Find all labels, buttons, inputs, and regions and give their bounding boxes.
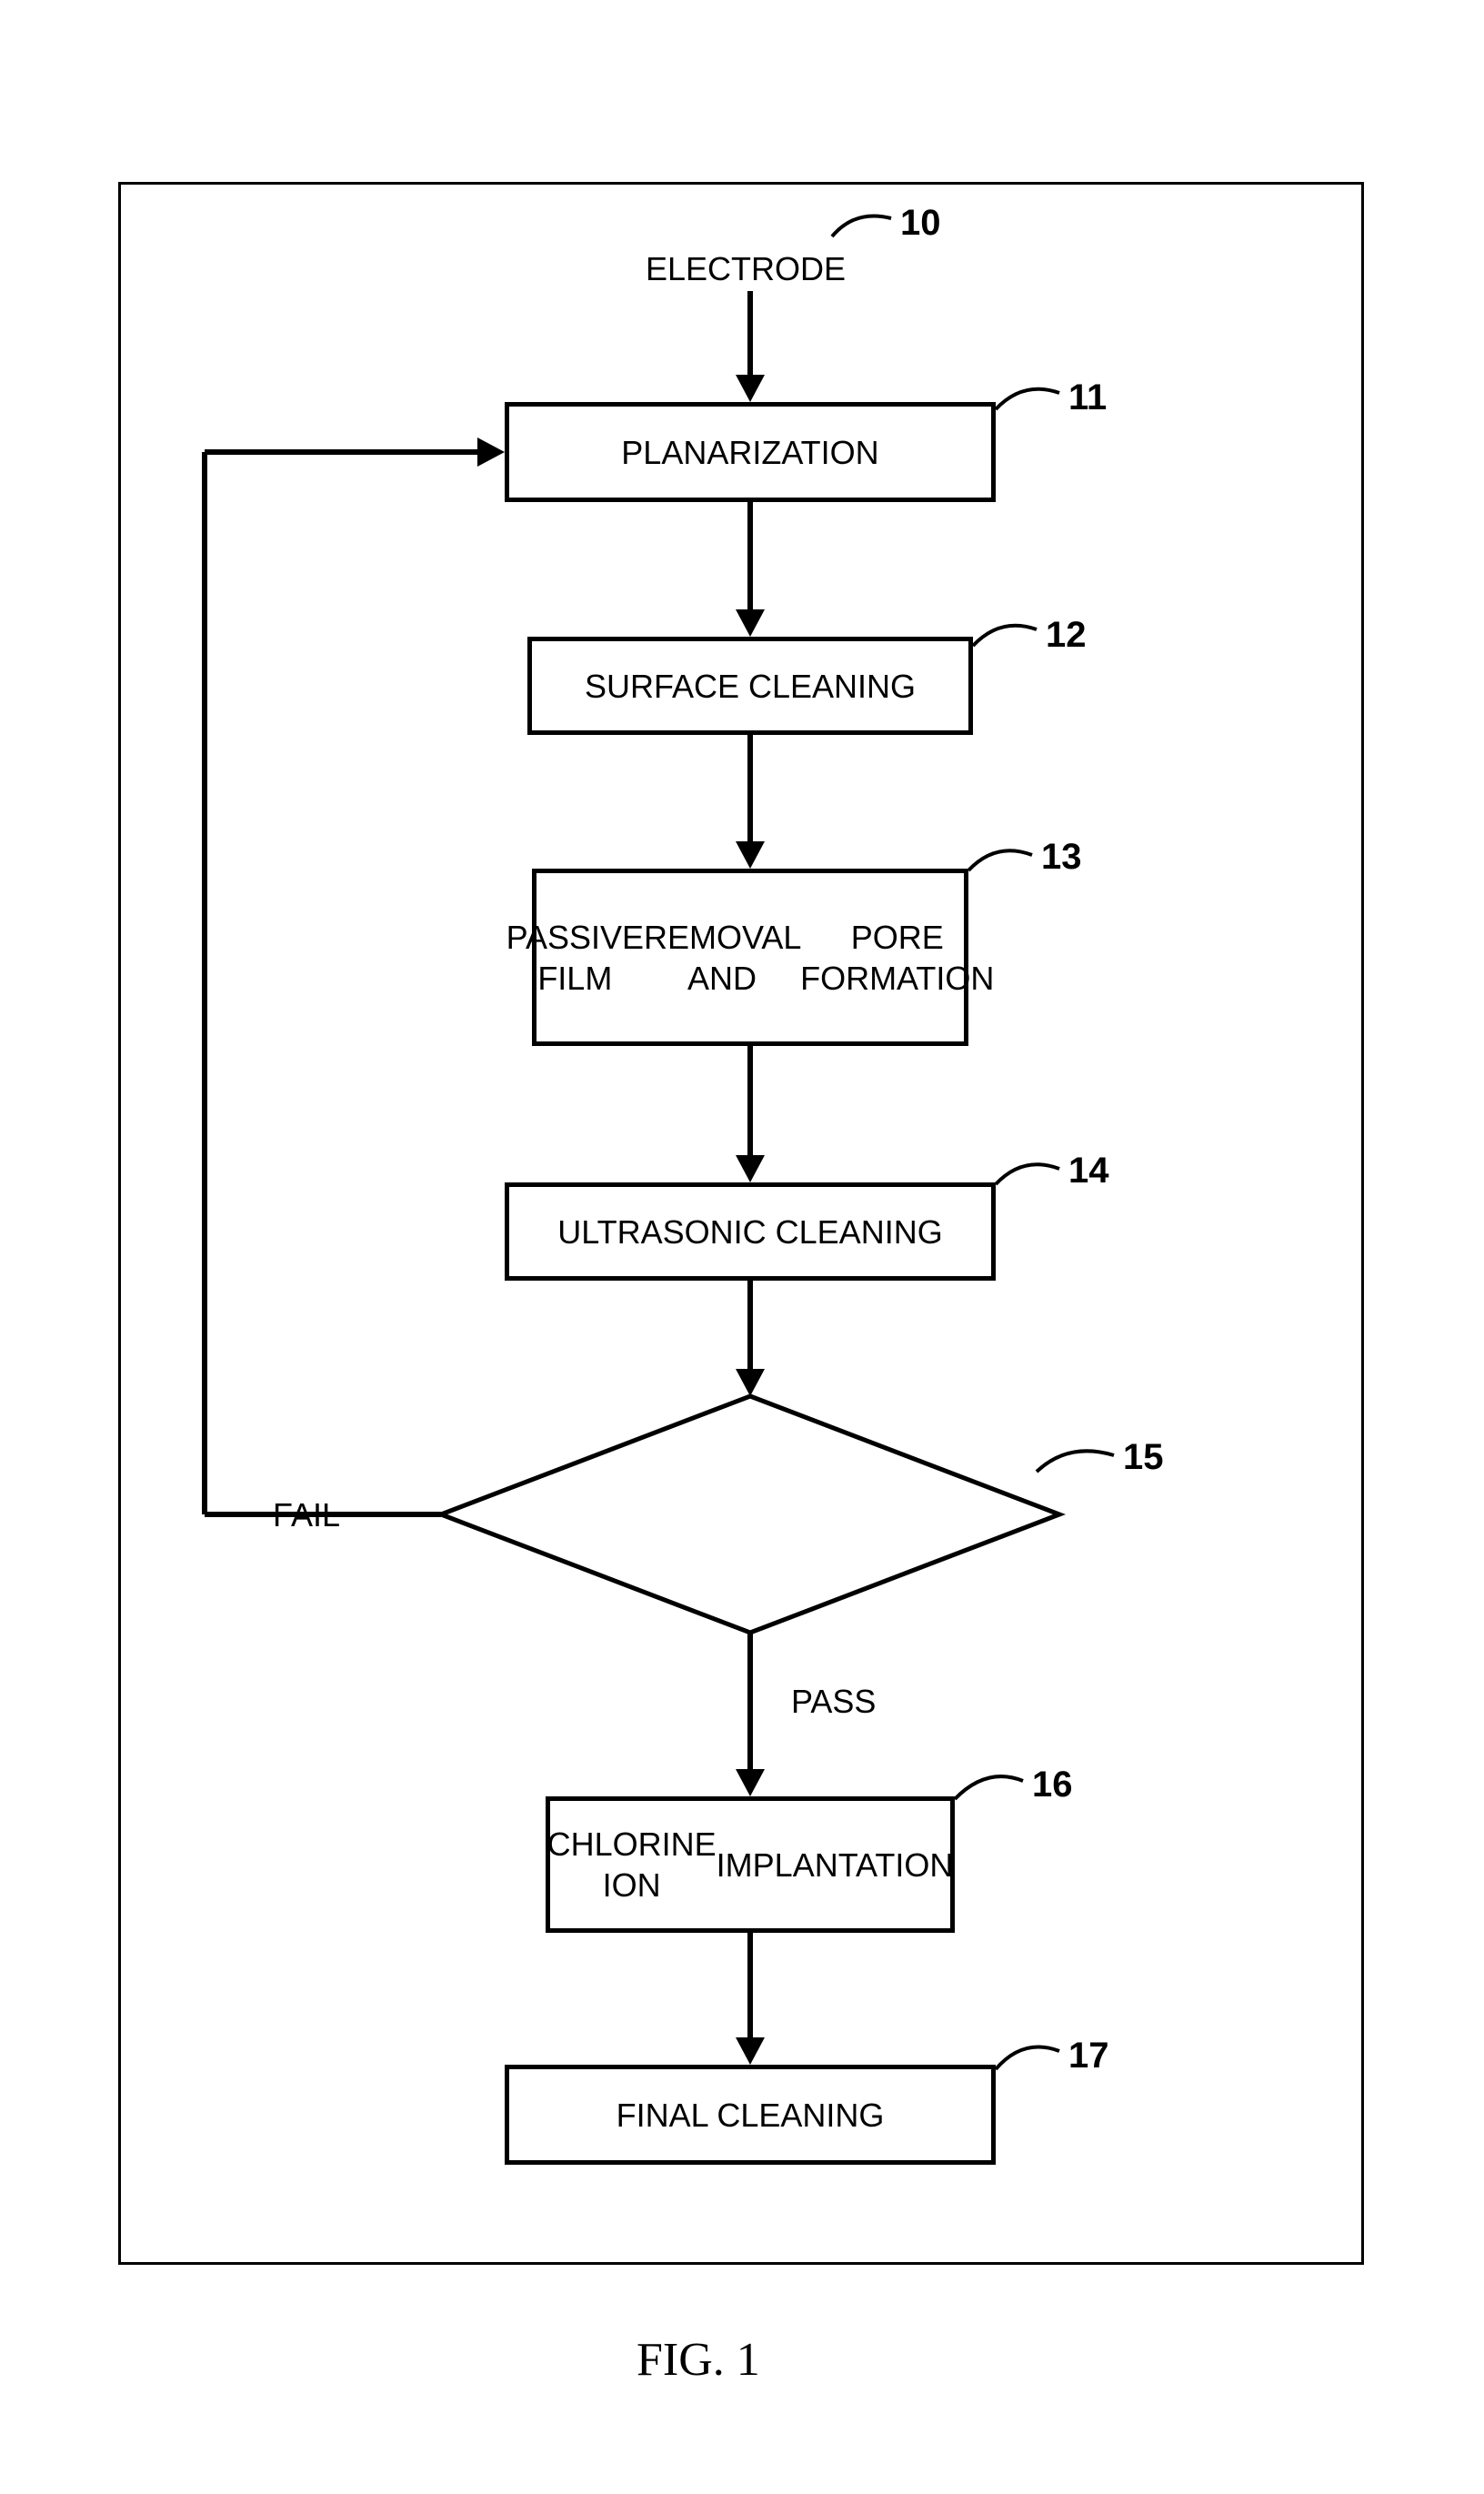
box-surface-cleaning: SURFACE CLEANING bbox=[527, 637, 973, 735]
box-final-cleaning: FINAL CLEANING bbox=[505, 2065, 996, 2165]
ref-15: 15 bbox=[1123, 1437, 1164, 1478]
decision-text: ELECTRODESURFACE INSPECTION(PORE SIZE & … bbox=[518, 1468, 982, 1561]
box-ultrasonic: ULTRASONIC CLEANING bbox=[505, 1182, 996, 1281]
start-label: ELECTRODE bbox=[646, 250, 846, 288]
ref-13: 13 bbox=[1041, 837, 1082, 878]
ref-10: 10 bbox=[900, 203, 941, 244]
ref-12: 12 bbox=[1046, 615, 1087, 656]
ref-11: 11 bbox=[1068, 377, 1107, 418]
ref-16: 16 bbox=[1032, 1765, 1073, 1805]
box-planarization: PLANARIZATION bbox=[505, 402, 996, 502]
pass-label: PASS bbox=[791, 1683, 876, 1721]
fail-label: FAIL bbox=[273, 1496, 340, 1534]
figure-caption: FIG. 1 bbox=[637, 2333, 760, 2387]
ref-17: 17 bbox=[1068, 2036, 1109, 2077]
box-chlorine: CHLORINE IONIMPLANTATION bbox=[546, 1796, 955, 1933]
box-passive-film: PASSIVE FILMREMOVAL ANDPORE FORMATION bbox=[532, 869, 968, 1046]
ref-14: 14 bbox=[1068, 1151, 1109, 1192]
